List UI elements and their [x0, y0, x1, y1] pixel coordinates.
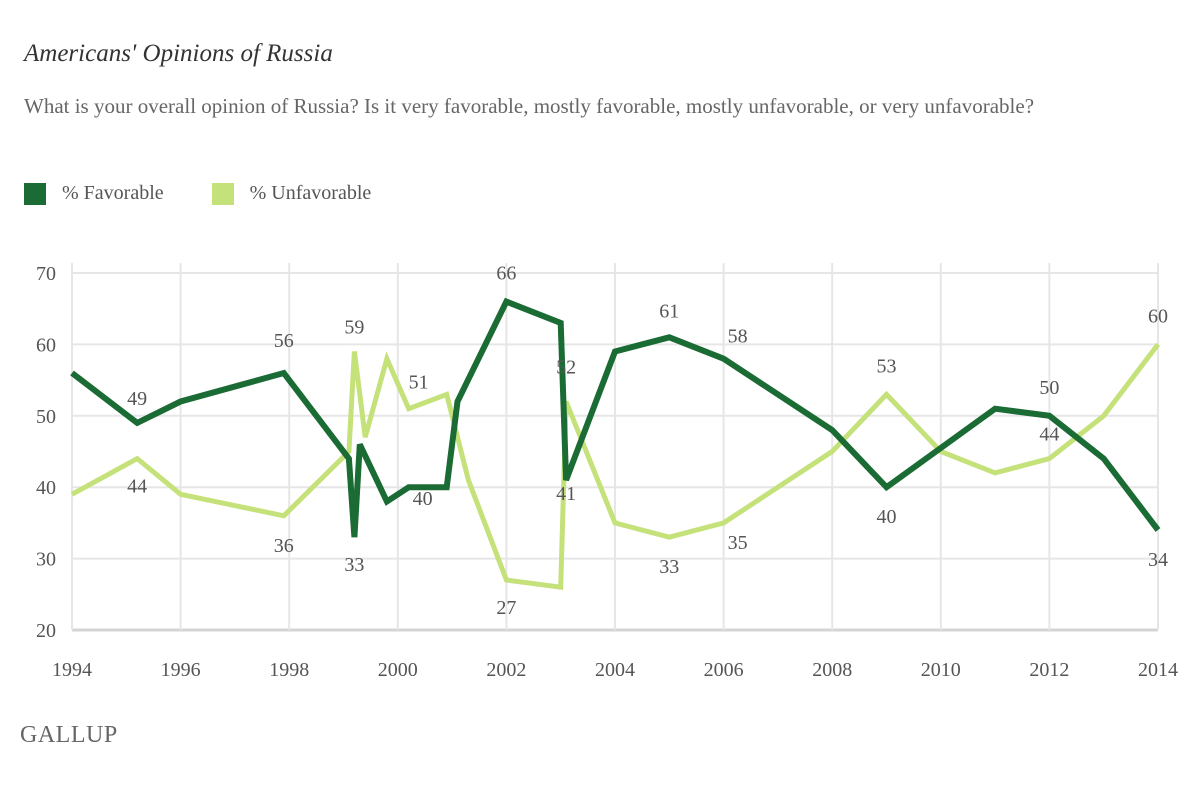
data-label-unfavorable: 59	[344, 317, 364, 339]
series-line-unfavorable	[70, 342, 1160, 591]
data-label-favorable: 56	[274, 330, 294, 352]
x-tick-label: 2004	[595, 659, 635, 681]
x-tick-label: 2014	[1138, 659, 1178, 681]
chart-subtitle: What is your overall opinion of Russia? …	[24, 94, 1035, 118]
data-label-favorable: 50	[1039, 377, 1059, 399]
data-label-unfavorable: 52	[556, 357, 576, 379]
y-axis-ticks: 20 30 40 50 60 70	[36, 263, 56, 642]
data-label-favorable: 40	[413, 488, 433, 510]
data-label-favorable: 40	[877, 506, 897, 528]
legend: % Favorable % Unfavorable	[24, 182, 419, 205]
legend-swatch-unfavorable	[211, 182, 234, 205]
legend-item-unfavorable: % Unfavorable	[211, 182, 372, 205]
legend-swatch-favorable	[24, 182, 46, 205]
data-label-favorable: 49	[127, 388, 147, 410]
x-tick-label: 2002	[486, 659, 526, 681]
x-tick-label: 2006	[704, 659, 744, 681]
y-tick-label: 30	[36, 549, 56, 571]
x-tick-label: 2008	[812, 659, 852, 681]
grid	[71, 263, 1159, 632]
data-label-unfavorable: 27	[496, 597, 516, 619]
legend-label-unfavorable: % Unfavorable	[249, 182, 372, 204]
x-tick-label: 1998	[269, 659, 309, 681]
y-tick-label: 60	[36, 334, 56, 356]
data-label-favorable: 33	[344, 554, 364, 576]
data-label-unfavorable: 53	[877, 355, 897, 377]
x-tick-label: 2010	[921, 659, 961, 681]
data-label-favorable: 66	[496, 263, 516, 285]
legend-item-favorable: % Favorable	[24, 182, 164, 205]
x-axis-ticks: 1994 1996 1998 2000 2002 2004 2006 2008 2010 2012…	[52, 659, 1178, 681]
legend-label-favorable: % Favorable	[62, 182, 164, 204]
series-line-favorable	[70, 297, 1161, 538]
x-tick-label: 2012	[1029, 659, 1069, 681]
data-label-favorable: 58	[728, 326, 748, 348]
data-label-unfavorable: 60	[1148, 305, 1168, 327]
x-tick-label: 2000	[378, 659, 418, 681]
data-label-unfavorable: 51	[409, 372, 429, 394]
source-label: GALLUP	[20, 722, 118, 748]
x-tick-label: 1996	[161, 659, 201, 681]
data-label-unfavorable: 44	[1039, 424, 1059, 446]
data-label-unfavorable: 44	[127, 476, 147, 498]
data-label-favorable: 34	[1148, 549, 1168, 571]
y-tick-label: 50	[36, 406, 56, 428]
series-lines	[70, 297, 1161, 591]
x-tick-label: 1994	[52, 659, 92, 681]
y-tick-label: 20	[36, 620, 56, 642]
data-label-favorable: 61	[659, 300, 679, 322]
data-label-unfavorable: 35	[728, 532, 748, 554]
y-tick-label: 40	[36, 477, 56, 499]
data-labels: 49 56 33 40 66 41 61 58 40 50 34 44 36 59 51 27 52 33 35 53…	[127, 263, 1168, 619]
data-label-unfavorable: 33	[659, 556, 679, 578]
data-label-unfavorable: 36	[274, 535, 294, 557]
data-label-favorable: 41	[556, 483, 576, 505]
chart-title: Americans' Opinions of Russia	[24, 40, 333, 67]
y-tick-label: 70	[36, 263, 56, 285]
